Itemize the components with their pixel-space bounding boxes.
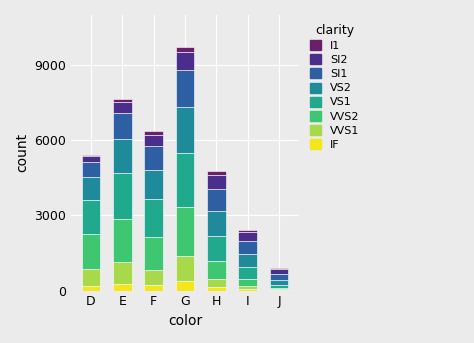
Bar	[207, 236, 226, 261]
Y-axis label: count: count	[15, 133, 29, 172]
Bar	[113, 99, 132, 102]
Bar	[207, 287, 226, 291]
Bar	[176, 281, 194, 291]
Bar	[113, 173, 132, 220]
Bar	[144, 131, 163, 134]
Legend: I1, SI2, SI1, VS2, VS1, VVS2, VVS1, IF: I1, SI2, SI1, VS2, VS1, VVS2, VVS1, IF	[307, 21, 363, 153]
Bar	[176, 70, 194, 107]
Bar	[113, 284, 132, 291]
Bar	[144, 237, 163, 270]
Bar	[238, 232, 257, 241]
Bar	[238, 267, 257, 279]
Bar	[207, 171, 226, 175]
Bar	[270, 268, 289, 269]
X-axis label: color: color	[168, 314, 202, 328]
Bar	[270, 280, 289, 285]
Bar	[207, 189, 226, 211]
Bar	[82, 177, 100, 200]
Bar	[176, 52, 194, 70]
Bar	[176, 207, 194, 256]
Bar	[82, 269, 100, 286]
Bar	[238, 254, 257, 267]
Bar	[144, 170, 163, 199]
Bar	[82, 162, 100, 177]
Bar	[144, 146, 163, 170]
Bar	[144, 285, 163, 291]
Bar	[270, 289, 289, 290]
Bar	[238, 279, 257, 286]
Bar	[82, 234, 100, 269]
Bar	[207, 279, 226, 287]
Bar	[113, 220, 132, 262]
Bar	[82, 155, 100, 156]
Bar	[176, 256, 194, 281]
Bar	[238, 286, 257, 289]
Bar	[176, 47, 194, 52]
Bar	[82, 156, 100, 162]
Bar	[82, 200, 100, 234]
Bar	[207, 211, 226, 236]
Bar	[113, 139, 132, 173]
Bar	[144, 199, 163, 237]
Bar	[144, 134, 163, 146]
Bar	[270, 287, 289, 289]
Bar	[270, 285, 289, 287]
Bar	[270, 274, 289, 280]
Bar	[113, 262, 132, 284]
Bar	[113, 102, 132, 113]
Bar	[207, 261, 226, 279]
Bar	[238, 241, 257, 254]
Bar	[144, 270, 163, 285]
Bar	[176, 153, 194, 207]
Bar	[113, 113, 132, 139]
Bar	[238, 230, 257, 232]
Bar	[82, 286, 100, 291]
Bar	[207, 175, 226, 189]
Bar	[176, 107, 194, 153]
Bar	[270, 269, 289, 274]
Bar	[238, 289, 257, 291]
